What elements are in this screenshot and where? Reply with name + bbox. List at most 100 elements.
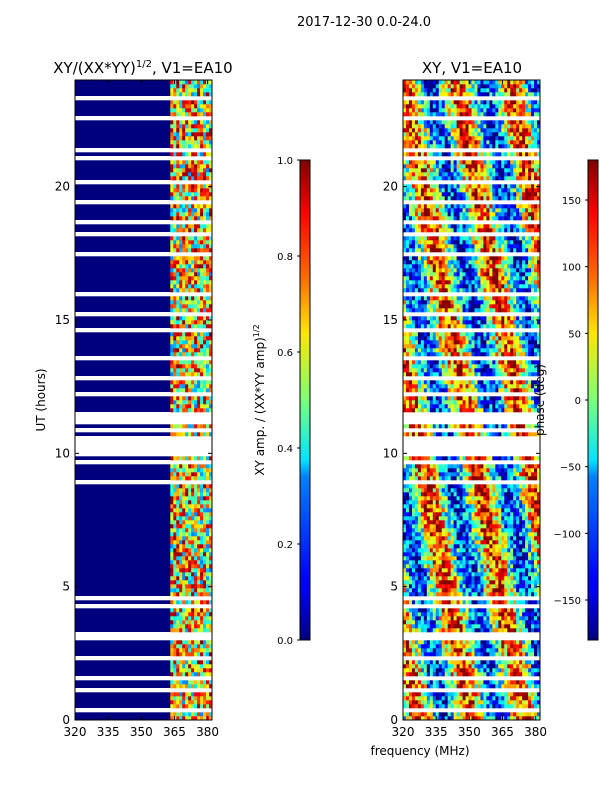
left-heatmap-cell bbox=[179, 336, 183, 341]
right-heatmap-cell bbox=[411, 612, 416, 617]
right-heatmap-cell bbox=[423, 600, 428, 605]
left-heatmap-cell bbox=[188, 368, 192, 373]
right-heatmap-cell bbox=[474, 508, 478, 513]
left-heatmap-cell bbox=[179, 284, 183, 289]
amplitude-colorbar-label: XY amp. / (XX*YY amp)1/2 bbox=[252, 324, 267, 475]
right-heatmap-cell bbox=[453, 528, 457, 533]
right-heatmap-cell bbox=[471, 500, 475, 505]
right-heatmap-cell bbox=[417, 712, 422, 717]
right-heatmap-cell bbox=[414, 516, 419, 521]
right-heatmap-cell bbox=[495, 536, 499, 541]
right-heatmap-cell bbox=[432, 664, 437, 669]
right-heatmap-cell bbox=[408, 560, 413, 565]
left-heatmap-row bbox=[170, 344, 213, 349]
left-heatmap-cell bbox=[194, 572, 198, 577]
left-heatmap-cell bbox=[182, 368, 186, 373]
right-heatmap-cell bbox=[510, 552, 514, 557]
left-heatmap-cell bbox=[206, 552, 210, 557]
left-heatmap-cell bbox=[176, 256, 180, 261]
right-heatmap-cell bbox=[411, 396, 416, 401]
right-heatmap-cell bbox=[519, 704, 523, 709]
right-heatmap-cell bbox=[438, 544, 443, 549]
left-heatmap-cell bbox=[179, 608, 183, 613]
right-heatmap-cell bbox=[453, 396, 457, 401]
left-heatmap-cell bbox=[188, 700, 192, 705]
left-heatmap-cell bbox=[209, 112, 213, 117]
left-heatmap-cell bbox=[206, 100, 210, 105]
right-heatmap-cell bbox=[453, 496, 457, 501]
right-heatmap-cell bbox=[405, 564, 410, 569]
left-heatmap-cell bbox=[173, 600, 177, 605]
left-heatmap-cell bbox=[191, 520, 195, 525]
right-heatmap-cell bbox=[531, 524, 535, 529]
left-heatmap-cell bbox=[188, 340, 192, 345]
left-heatmap-cell bbox=[197, 336, 201, 341]
left-heatmap-cell bbox=[182, 680, 186, 685]
right-heatmap-cell bbox=[534, 592, 538, 597]
right-heatmap-cell bbox=[441, 588, 445, 593]
right-heatmap-cell bbox=[480, 696, 484, 701]
right-heatmap-cell bbox=[489, 476, 493, 481]
right-heatmap-cell bbox=[456, 544, 460, 549]
right-heatmap-cell bbox=[411, 500, 416, 505]
right-heatmap-cell bbox=[403, 548, 407, 553]
right-heatmap-cell bbox=[450, 644, 454, 649]
left-heatmap-cell bbox=[170, 660, 174, 665]
right-heatmap-cell bbox=[429, 612, 434, 617]
left-heatmap-cell bbox=[209, 380, 213, 385]
left-heatmap-cell bbox=[170, 296, 174, 301]
right-heatmap-cell bbox=[429, 624, 434, 629]
right-heatmap-cell bbox=[528, 540, 532, 545]
right-heatmap-cell bbox=[534, 572, 538, 577]
left-heatmap-cell bbox=[182, 484, 186, 489]
right-heatmap-cell bbox=[432, 484, 437, 489]
right-heatmap-cell bbox=[429, 576, 434, 581]
right-heatmap-cell bbox=[480, 584, 484, 589]
left-heatmap-cell bbox=[185, 516, 189, 521]
right-heatmap-cell bbox=[432, 532, 437, 537]
right-heatmap-cell bbox=[495, 600, 499, 605]
right-heatmap-row bbox=[403, 544, 541, 549]
right-heatmap-cell bbox=[432, 700, 437, 705]
right-heatmap-cell bbox=[537, 424, 541, 429]
left-heatmap-cell bbox=[206, 692, 210, 697]
right-heatmap-cell bbox=[483, 624, 487, 629]
right-heatmap-cell bbox=[495, 456, 499, 461]
right-heatmap-cell bbox=[429, 396, 434, 401]
right-heatmap-row bbox=[403, 584, 541, 589]
left-heatmap-cell bbox=[191, 348, 195, 353]
right-heatmap-cell bbox=[510, 472, 514, 477]
left-heatmap-cell bbox=[185, 616, 189, 621]
right-heatmap-cell bbox=[459, 668, 463, 673]
right-heatmap-cell bbox=[456, 716, 460, 721]
left-heatmap-cell bbox=[191, 660, 195, 665]
right-heatmap-cell bbox=[423, 692, 428, 697]
left-heatmap-cell bbox=[170, 84, 174, 89]
right-heatmap-cell bbox=[471, 488, 475, 493]
right-heatmap-cell bbox=[471, 464, 475, 469]
right-heatmap-cell bbox=[495, 624, 499, 629]
left-heatmap-cell bbox=[179, 516, 183, 521]
right-heatmap-cell bbox=[507, 532, 511, 537]
right-heatmap-cell bbox=[405, 648, 410, 653]
left-heatmap-cell bbox=[170, 340, 174, 345]
right-heatmap-cell bbox=[417, 456, 422, 461]
left-heatmap-cell bbox=[197, 696, 201, 701]
right-heatmap-cell bbox=[525, 616, 529, 621]
left-heatmap-row bbox=[170, 496, 213, 501]
right-heatmap-row bbox=[403, 452, 540, 457]
left-heatmap-cell bbox=[203, 372, 207, 377]
right-heatmap-cell bbox=[531, 508, 535, 513]
left-heatmap-cell bbox=[179, 260, 183, 265]
right-heatmap-cell bbox=[525, 572, 529, 577]
right-heatmap-cell bbox=[504, 520, 508, 525]
right-heatmap-cell bbox=[504, 540, 508, 545]
left-heatmap-cell bbox=[206, 568, 210, 573]
left-heatmap-cell bbox=[197, 624, 201, 629]
right-heatmap-cell bbox=[522, 552, 526, 557]
right-heatmap-cell bbox=[438, 524, 443, 529]
right-heatmap-cell bbox=[468, 700, 472, 705]
right-heatmap-row bbox=[403, 684, 541, 689]
right-heatmap-cell bbox=[438, 388, 443, 393]
right-heatmap-cell bbox=[537, 620, 541, 625]
